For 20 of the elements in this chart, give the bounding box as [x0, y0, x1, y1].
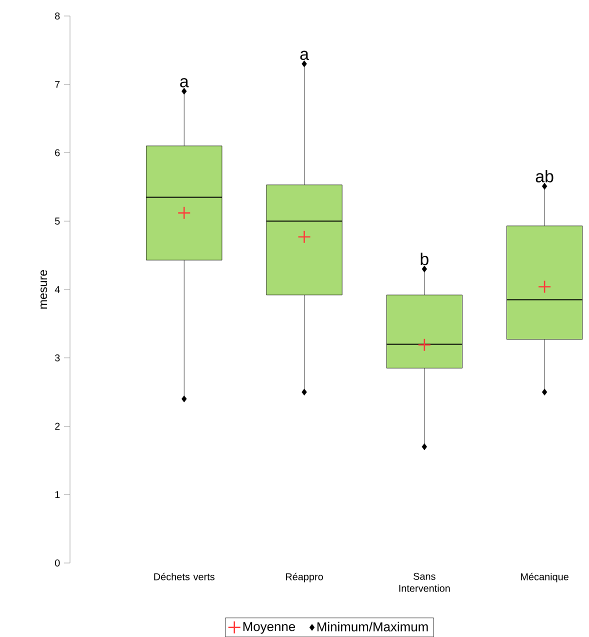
y-tick-label: 4	[54, 286, 60, 293]
x-tick-label: Mécanique	[521, 572, 568, 582]
x-tick-label: Sans Intervention	[399, 572, 450, 592]
y-tick-label: 5	[55, 218, 60, 225]
y-tick-label: 0	[54, 559, 60, 567]
y-tick-label: 8	[55, 12, 60, 20]
y-axis-title: mesure	[40, 270, 48, 309]
annotation: ab	[536, 170, 554, 182]
y-tick-label: 3	[54, 354, 60, 362]
y-tick-label: 6	[55, 149, 60, 156]
annotation: b	[420, 252, 428, 266]
x-tick-label: Déchets verts	[154, 572, 214, 580]
x-tick-label: Réappro	[286, 572, 323, 582]
legend-label: Moyenne	[243, 622, 296, 634]
y-tick-label: 1	[55, 491, 60, 498]
y-tick-label: 7	[55, 80, 60, 88]
legend-label: Minimum/Maximum	[317, 622, 428, 632]
y-tick-label: 2	[55, 422, 60, 430]
annotation: a	[180, 78, 189, 88]
annotation: a	[300, 50, 309, 60]
